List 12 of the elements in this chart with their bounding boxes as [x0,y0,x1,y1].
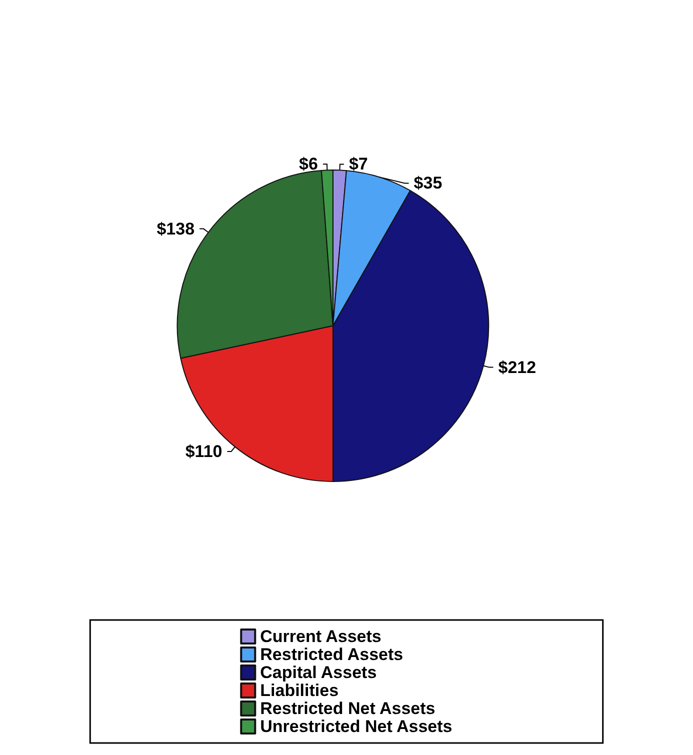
legend-label: Liabilities [260,681,339,700]
legend-label: Restricted Assets [260,645,404,664]
legend-label: Current Assets [260,627,382,646]
data-label: $6 [299,154,318,174]
data-label: $212 [498,358,536,377]
data-label: $110 [185,442,222,461]
data-label: $7 [348,154,368,174]
legend-label: Unrestricted Net Assets [260,717,452,736]
data-label: $138 [156,219,195,238]
legend-label: Restricted Net Assets [260,699,436,718]
data-label: $35 [414,174,442,193]
legend-label: Capital Assets [260,663,377,682]
